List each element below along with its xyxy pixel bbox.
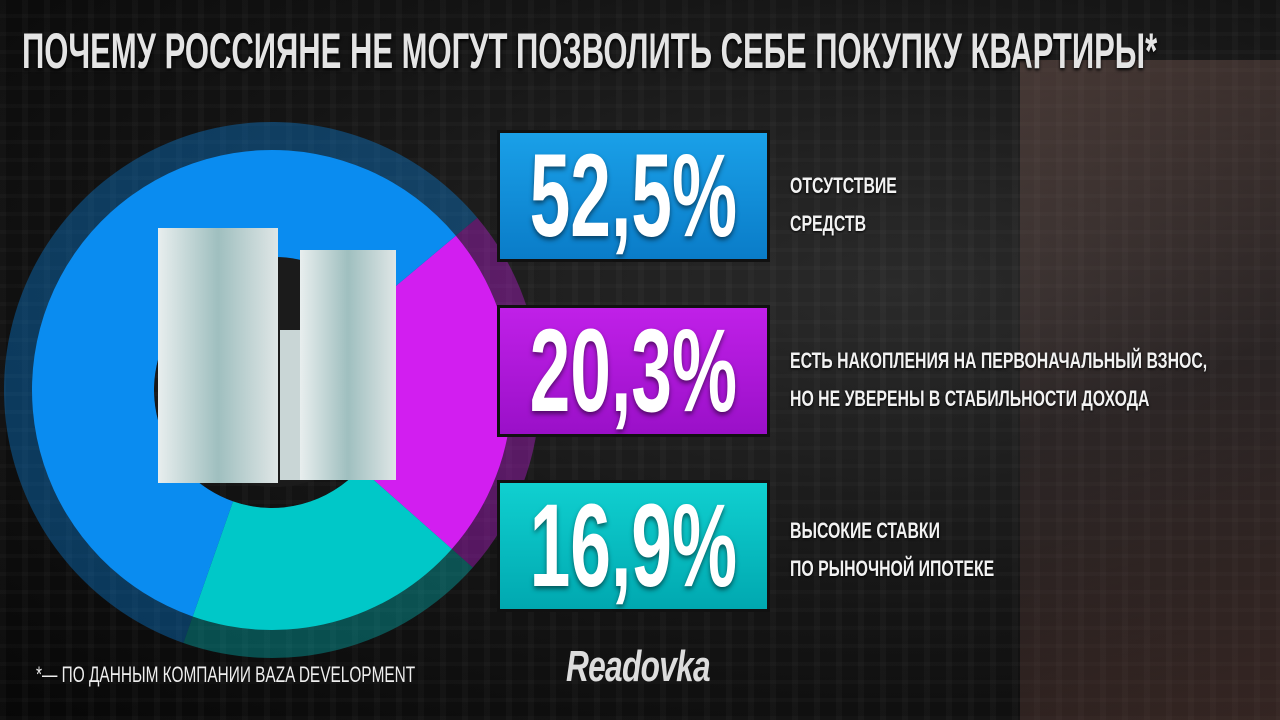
building-image	[158, 228, 396, 487]
money-background-image	[1020, 60, 1280, 720]
label-line: НО НЕ УВЕРЕНЫ В СТАБИЛЬНОСТИ ДОХОДА	[790, 386, 1150, 411]
value-box-unstable-income: 20,3%	[497, 305, 770, 437]
value-no-funds: 52,5%	[529, 130, 738, 262]
value-box-high-rates: 16,9%	[497, 480, 770, 612]
label-line: ПО РЫНОЧНОЙ ИПОТЕКЕ	[790, 556, 995, 581]
label-line: ОТСУТСТВИЕ	[790, 173, 897, 198]
page-title: ПОЧЕМУ РОССИЯНЕ НЕ МОГУТ ПОЗВОЛИТЬ СЕБЕ …	[22, 23, 1158, 79]
readovka-logo: Readovka	[566, 642, 711, 691]
donut-slice-1	[360, 235, 513, 549]
label-line: ВЫСОКИЕ СТАВКИ	[790, 518, 940, 543]
source-footnote: *— ПО ДАННЫМ КОМПАНИИ BAZA DEVELOPMENT	[36, 662, 416, 687]
label-high-rates: ВЫСОКИЕ СТАВКИ ПО РЫНОЧНОЙ ИПОТЕКЕ	[790, 512, 994, 588]
donut-chart	[3, 121, 540, 658]
label-line: СРЕДСТВ	[790, 211, 867, 236]
label-unstable-income: ЕСТЬ НАКОПЛЕНИЯ НА ПЕРВОНАЧАЛЬНЫЙ ВЗНОС,…	[790, 342, 1207, 418]
value-high-rates: 16,9%	[529, 480, 738, 612]
value-box-no-funds: 52,5%	[497, 130, 770, 262]
value-unstable-income: 20,3%	[529, 305, 738, 437]
label-line: ЕСТЬ НАКОПЛЕНИЯ НА ПЕРВОНАЧАЛЬНЫЙ ВЗНОС,	[790, 348, 1208, 373]
label-no-funds: ОТСУТСТВИЕ СРЕДСТВ	[790, 167, 897, 243]
donut-slice-2	[192, 468, 452, 630]
